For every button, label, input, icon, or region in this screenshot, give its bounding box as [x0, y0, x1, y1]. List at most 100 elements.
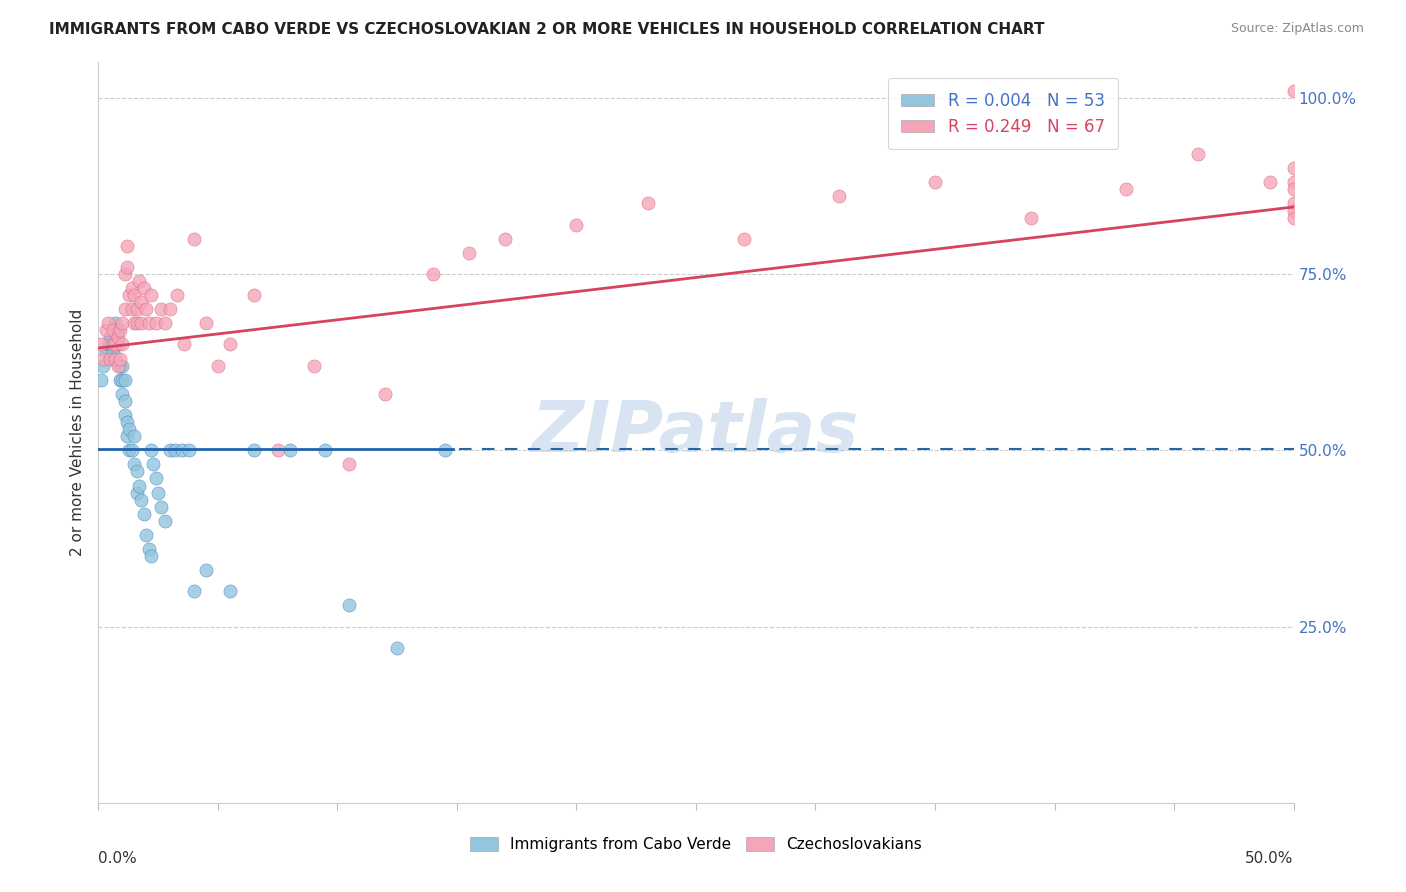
- Point: [115, 239, 138, 253]
- Point: [124, 288, 146, 302]
- Point: [108, 351, 131, 366]
- Point: [145, 471, 167, 485]
- Point: [278, 443, 301, 458]
- Point: [108, 359, 131, 373]
- Point: [179, 443, 201, 458]
- Point: [90, 373, 112, 387]
- Point: [1282, 161, 1305, 176]
- Point: [124, 458, 146, 472]
- Point: [94, 323, 117, 337]
- Point: [114, 267, 136, 281]
- Point: [139, 549, 162, 563]
- Point: [138, 541, 160, 556]
- Text: 50.0%: 50.0%: [1246, 851, 1294, 866]
- Point: [132, 507, 155, 521]
- Point: [125, 464, 148, 478]
- Point: [111, 373, 134, 387]
- Point: [118, 443, 141, 458]
- Point: [114, 393, 136, 408]
- Point: [94, 344, 117, 359]
- Point: [135, 302, 157, 317]
- Point: [138, 316, 160, 330]
- Point: [101, 323, 124, 337]
- Point: [1187, 147, 1209, 161]
- Point: [131, 295, 153, 310]
- Point: [159, 302, 181, 317]
- Point: [115, 260, 138, 274]
- Point: [155, 316, 177, 330]
- Point: [565, 218, 588, 232]
- Point: [183, 232, 205, 246]
- Point: [145, 316, 167, 330]
- Point: [111, 359, 134, 373]
- Text: IMMIGRANTS FROM CABO VERDE VS CZECHOSLOVAKIAN 2 OR MORE VEHICLES IN HOUSEHOLD CO: IMMIGRANTS FROM CABO VERDE VS CZECHOSLOV…: [49, 22, 1045, 37]
- Point: [104, 337, 127, 351]
- Point: [434, 443, 457, 458]
- Point: [101, 337, 124, 351]
- Point: [107, 337, 129, 351]
- Point: [108, 323, 131, 337]
- Point: [114, 302, 136, 317]
- Point: [121, 302, 143, 317]
- Point: [1115, 182, 1137, 196]
- Point: [183, 584, 205, 599]
- Point: [132, 281, 155, 295]
- Legend: Immigrants from Cabo Verde, Czechoslovakians: Immigrants from Cabo Verde, Czechoslovak…: [464, 830, 928, 858]
- Point: [166, 288, 188, 302]
- Point: [128, 478, 150, 492]
- Point: [125, 316, 148, 330]
- Point: [104, 316, 127, 330]
- Point: [207, 359, 229, 373]
- Point: [124, 429, 146, 443]
- Point: [243, 288, 266, 302]
- Point: [243, 443, 266, 458]
- Point: [118, 288, 141, 302]
- Point: [104, 351, 127, 366]
- Point: [1258, 175, 1281, 189]
- Point: [111, 387, 134, 401]
- Point: [131, 492, 153, 507]
- Point: [115, 415, 138, 429]
- Point: [98, 337, 122, 351]
- Point: [422, 267, 444, 281]
- Point: [131, 316, 153, 330]
- Point: [104, 351, 127, 366]
- Point: [114, 373, 136, 387]
- Point: [139, 443, 162, 458]
- Point: [98, 330, 122, 344]
- Point: [90, 337, 112, 351]
- Text: ZIPatlas: ZIPatlas: [533, 398, 859, 467]
- Point: [97, 337, 120, 351]
- Point: [458, 245, 481, 260]
- Point: [91, 351, 114, 366]
- Point: [155, 514, 177, 528]
- Point: [1282, 84, 1305, 98]
- Point: [97, 316, 120, 330]
- Point: [339, 458, 361, 472]
- Point: [195, 316, 218, 330]
- Point: [135, 528, 157, 542]
- Point: [1282, 203, 1305, 218]
- Point: [115, 429, 138, 443]
- Point: [121, 281, 143, 295]
- Point: [828, 189, 851, 203]
- Point: [173, 337, 195, 351]
- Point: [374, 387, 396, 401]
- Point: [111, 316, 134, 330]
- Y-axis label: 2 or more Vehicles in Household: 2 or more Vehicles in Household: [69, 309, 84, 557]
- Point: [1282, 182, 1305, 196]
- Point: [159, 443, 181, 458]
- Text: Source: ZipAtlas.com: Source: ZipAtlas.com: [1230, 22, 1364, 36]
- Point: [1282, 175, 1305, 189]
- Point: [733, 232, 755, 246]
- Point: [339, 599, 361, 613]
- Point: [149, 500, 172, 514]
- Point: [267, 443, 290, 458]
- Point: [124, 316, 146, 330]
- Point: [494, 232, 516, 246]
- Point: [1282, 211, 1305, 225]
- Point: [219, 584, 242, 599]
- Point: [924, 175, 946, 189]
- Point: [121, 443, 143, 458]
- Point: [114, 408, 136, 422]
